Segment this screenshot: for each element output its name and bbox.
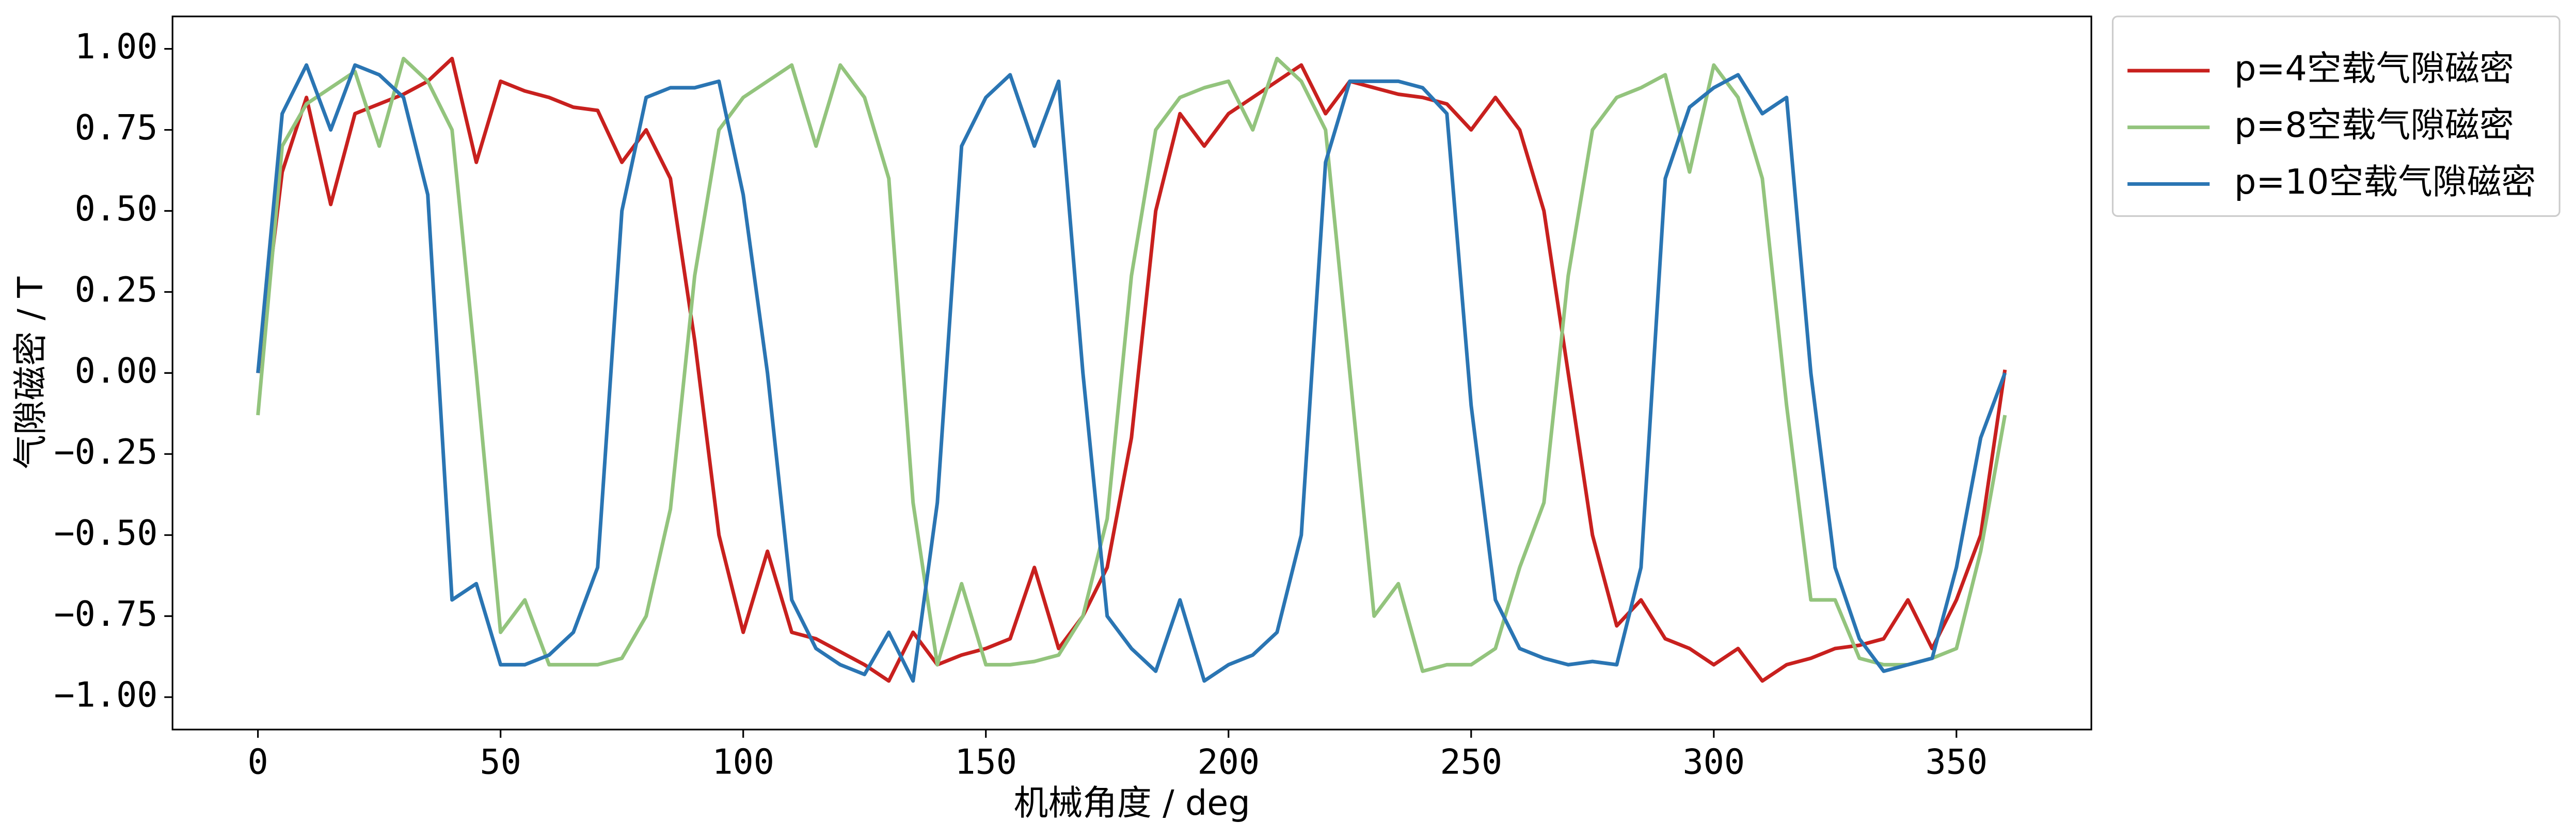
y-tick-label: 0.25 [75, 270, 158, 310]
y-tick-label: −0.75 [54, 594, 157, 634]
y-tick-label: −0.25 [54, 432, 157, 472]
series-line [256, 63, 2007, 683]
legend-box [2111, 15, 2561, 217]
plot-frame [171, 15, 2092, 731]
x-tick-label: 150 [955, 741, 1017, 782]
y-axis-label: 气隙磁密 / T [10, 277, 51, 469]
y-tick-label: 0.75 [75, 107, 158, 148]
x-tick-label: 250 [1440, 741, 1502, 782]
legend-label: p=8空载气隙磁密 [2234, 105, 2514, 145]
y-tick-label: −0.50 [54, 513, 157, 553]
x-tick-label: 350 [1925, 741, 1987, 782]
y-tick-label: 0.00 [75, 351, 158, 391]
y-tick-label: 0.50 [75, 188, 158, 229]
x-tick-label: 0 [248, 741, 268, 782]
x-axis-label: 机械角度 / deg [1014, 783, 1250, 823]
legend-label: p=10空载气隙磁密 [2234, 162, 2536, 202]
x-tick-label: 200 [1197, 741, 1260, 782]
legend-label: p=4空载气隙磁密 [2234, 48, 2514, 88]
series-line [256, 56, 2007, 673]
x-tick-label: 300 [1682, 741, 1745, 782]
x-tick-label: 100 [712, 741, 774, 782]
x-tick-label: 50 [480, 741, 521, 782]
y-tick-label: 1.00 [75, 26, 158, 67]
series-line [256, 56, 2007, 683]
y-tick-label: −1.00 [54, 675, 157, 715]
